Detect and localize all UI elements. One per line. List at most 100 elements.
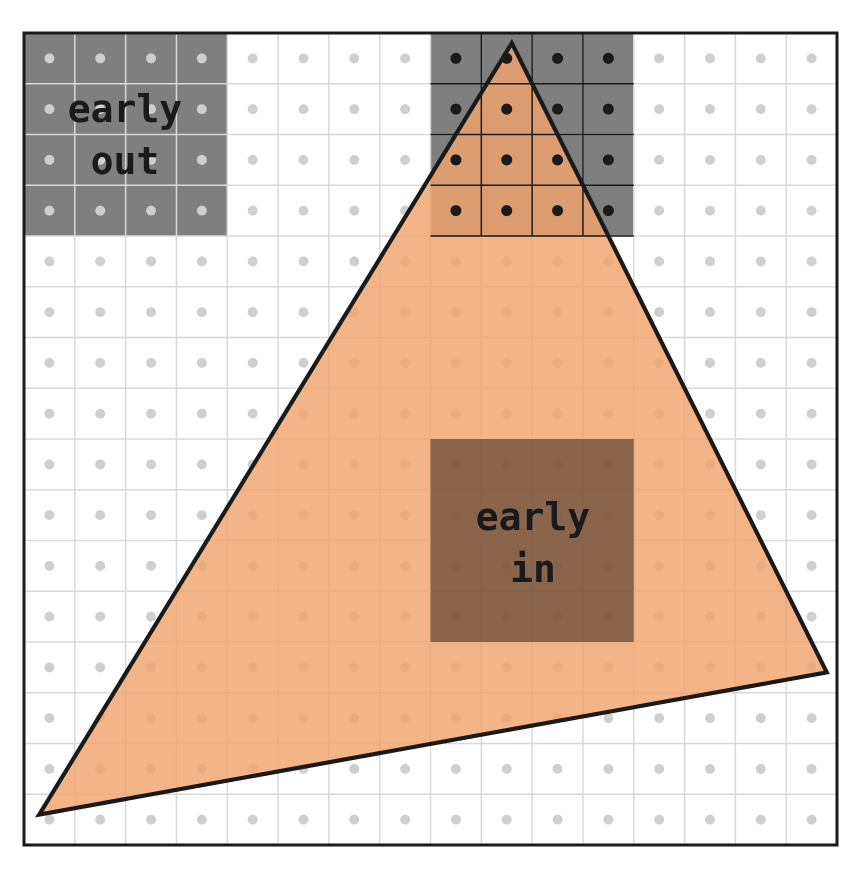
sample-dot <box>146 560 157 571</box>
sample-dot <box>704 53 715 64</box>
sample-dot <box>298 357 309 368</box>
sample-dot <box>44 560 55 571</box>
sample-dot <box>298 814 309 825</box>
sample-dot <box>146 814 157 825</box>
sample-dot <box>603 763 614 774</box>
sample-dot <box>806 154 817 165</box>
sample-dot <box>44 763 55 774</box>
sample-dot <box>247 408 258 419</box>
sample-dot <box>298 307 309 318</box>
active-sample-dot <box>450 52 462 64</box>
sample-dot <box>44 256 55 267</box>
sample-dot <box>196 408 207 419</box>
sample-dot <box>196 154 207 165</box>
sample-dot <box>755 408 766 419</box>
sample-dot <box>95 611 106 622</box>
sample-dot <box>654 53 665 64</box>
sample-dot <box>146 408 157 419</box>
sample-dot <box>806 205 817 216</box>
sample-dot <box>704 104 715 115</box>
sample-dot <box>806 459 817 470</box>
sample-dot <box>755 205 766 216</box>
triangle-outline <box>35 38 830 818</box>
sample-dot <box>654 763 665 774</box>
sample-dot <box>44 814 55 825</box>
sample-dot <box>44 307 55 318</box>
sample-dot <box>755 256 766 267</box>
sample-dot <box>349 256 360 267</box>
sample-dot <box>704 307 715 318</box>
sample-dot <box>44 510 55 521</box>
active-sample-dot <box>501 103 513 115</box>
early-in-label-line1: early <box>476 495 590 539</box>
sample-dot <box>95 53 106 64</box>
sample-dot <box>806 510 817 521</box>
sample-dot <box>806 611 817 622</box>
sample-dot <box>400 814 411 825</box>
sample-dot <box>44 662 55 673</box>
sample-dot <box>400 104 411 115</box>
sample-dot <box>704 357 715 368</box>
sample-dot <box>806 763 817 774</box>
sample-dot <box>450 763 461 774</box>
sample-dot <box>44 104 55 115</box>
block-grid-lines <box>430 33 634 237</box>
sample-dot <box>298 205 309 216</box>
active-sample-dot <box>552 52 564 64</box>
sample-dot <box>501 814 512 825</box>
sample-dot <box>349 814 360 825</box>
sample-dot <box>400 53 411 64</box>
sample-dot <box>146 307 157 318</box>
sample-dot <box>806 713 817 724</box>
sample-dot <box>247 205 258 216</box>
sample-dot <box>552 763 563 774</box>
sample-dot <box>349 205 360 216</box>
sample-dot <box>755 53 766 64</box>
sample-dot <box>450 814 461 825</box>
sample-dot <box>44 53 55 64</box>
sample-dot <box>95 560 106 571</box>
sample-dot <box>247 357 258 368</box>
sample-dot <box>755 104 766 115</box>
sample-dot <box>247 256 258 267</box>
sample-dot <box>95 154 106 165</box>
sample-dot <box>298 154 309 165</box>
sample-dot <box>755 307 766 318</box>
sample-dot <box>704 154 715 165</box>
sample-dot <box>654 814 665 825</box>
sample-dot <box>247 154 258 165</box>
sample-dot <box>95 307 106 318</box>
sample-dot <box>654 154 665 165</box>
sample-dot <box>247 307 258 318</box>
sample-dot <box>603 713 614 724</box>
sample-dot <box>654 307 665 318</box>
sample-dot <box>755 814 766 825</box>
sample-dot <box>704 205 715 216</box>
sample-dot <box>806 814 817 825</box>
frame <box>22 31 839 847</box>
sample-dot <box>196 205 207 216</box>
active-sample-dot <box>602 205 614 217</box>
sample-dot <box>196 357 207 368</box>
sample-dot <box>704 713 715 724</box>
sample-dot <box>806 560 817 571</box>
sample-dot <box>654 205 665 216</box>
sample-dot <box>247 814 258 825</box>
sample-dot <box>44 459 55 470</box>
early-out-label-line2: out <box>91 139 160 183</box>
sample-dot <box>349 154 360 165</box>
active-sample-dot <box>602 154 614 166</box>
sample-dot <box>247 104 258 115</box>
sample-dot <box>806 408 817 419</box>
sample-dot <box>349 763 360 774</box>
block-overlays <box>430 439 634 642</box>
sample-dot <box>196 510 207 521</box>
sample-dot <box>196 307 207 318</box>
sample-dot <box>146 53 157 64</box>
sample-dot <box>146 104 157 115</box>
active-sample-dot <box>602 52 614 64</box>
sample-dot <box>95 205 106 216</box>
sample-dot <box>95 357 106 368</box>
early-out-label-line1: early <box>68 87 182 131</box>
sample-dot <box>298 256 309 267</box>
